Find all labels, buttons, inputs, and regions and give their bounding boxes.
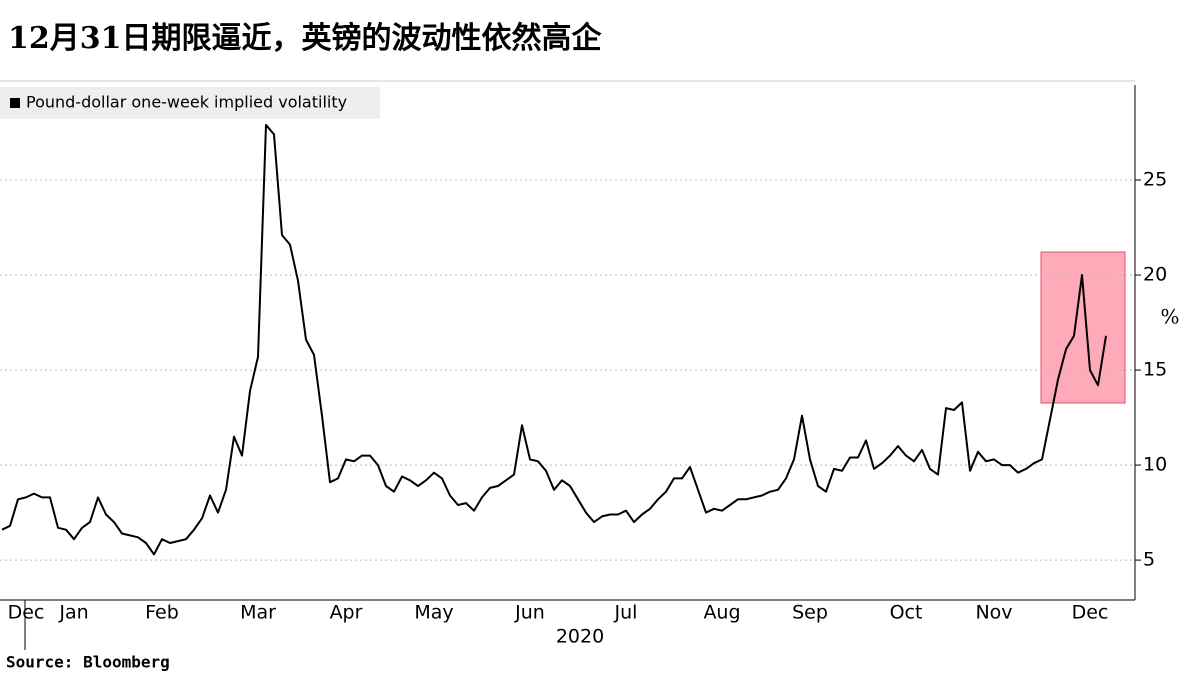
y-tick-label: 25 xyxy=(1143,169,1167,191)
x-tick-label: Mar xyxy=(240,602,276,624)
legend-label: Pound-dollar one-week implied volatility xyxy=(26,93,347,112)
x-tick-label: Dec xyxy=(8,602,45,624)
x-tick-label: Nov xyxy=(975,602,1012,624)
x-tick-label: Sep xyxy=(792,602,828,624)
y-axis-label: % xyxy=(1160,305,1179,329)
x-tick-label: Apr xyxy=(330,602,363,624)
data-line xyxy=(1,123,1107,556)
source: Source: Bloomberg xyxy=(6,653,170,672)
x-tick-label: Aug xyxy=(703,602,740,624)
y-tick-label: 5 xyxy=(1143,549,1155,571)
y-tick-label: 10 xyxy=(1143,454,1167,476)
y-tick-label: 15 xyxy=(1143,359,1167,381)
y-tick-label: 20 xyxy=(1143,264,1167,286)
x-tick-label: Jul xyxy=(614,602,638,624)
x-tick-label: May xyxy=(414,602,453,624)
x-tick-label: Jun xyxy=(514,602,545,624)
x-tick-label: Dec xyxy=(1072,602,1109,624)
x-tick-label: Feb xyxy=(145,602,179,624)
x-tick-label: Jan xyxy=(58,602,88,624)
legend-swatch xyxy=(10,98,20,108)
x-axis-label: 2020 xyxy=(556,626,604,648)
legend-box xyxy=(0,87,380,119)
x-tick-label: Oct xyxy=(890,602,923,624)
highlight-box xyxy=(1040,251,1126,404)
chart-title: 12月31日期限逼近，英镑的波动性依然高企 xyxy=(8,21,602,56)
